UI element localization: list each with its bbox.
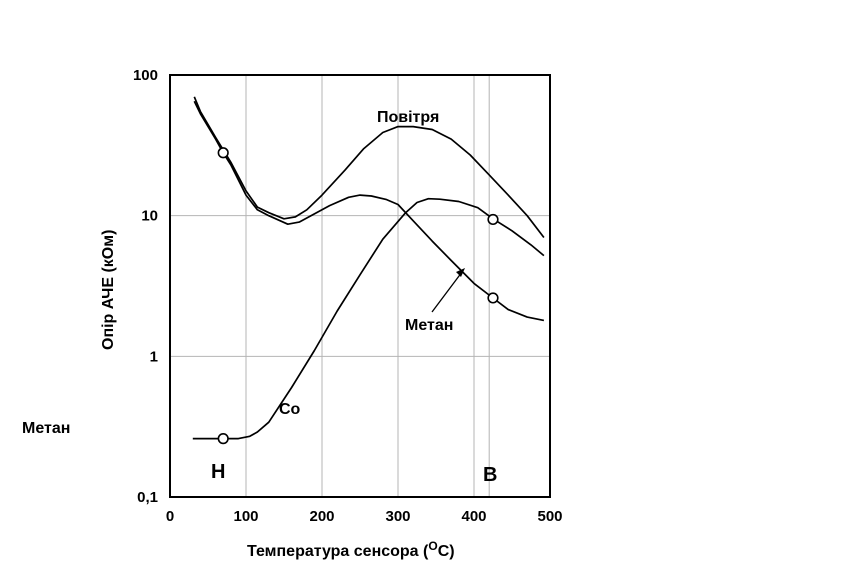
- annotation-co: Co: [279, 401, 301, 418]
- series-line-air: [193, 96, 545, 239]
- data-marker: [217, 433, 229, 445]
- x-tick-label: 400: [461, 508, 486, 525]
- point-label-high: В: [483, 464, 497, 486]
- y-tick-label: 0,1: [137, 489, 158, 506]
- x-axis-title-end: C): [438, 543, 455, 560]
- y-tick-labels: 0,1 1 10 100: [133, 67, 158, 506]
- series-line-co: [192, 197, 545, 440]
- annotation-methane-arrowhead: [456, 268, 465, 277]
- data-marker: [217, 147, 229, 159]
- side-label-methane: Метан: [22, 420, 70, 437]
- annotation-methane: Метан: [405, 317, 453, 334]
- series-line-methane: [193, 100, 545, 322]
- annotation-methane-arrow-line: [431, 271, 463, 313]
- grid: [170, 75, 550, 497]
- plot-frame: [169, 74, 551, 498]
- x-axis-title-main: Температура сенсора (: [247, 543, 429, 560]
- annotation-air: Повітря: [377, 109, 439, 126]
- x-tick-label: 200: [309, 508, 334, 525]
- data-marker: [487, 213, 499, 226]
- x-tick-label: 100: [233, 508, 258, 525]
- x-axis-title-sup: O: [428, 539, 437, 553]
- y-tick-label: 1: [150, 348, 158, 365]
- point-label-low: Н: [211, 461, 225, 483]
- x-tick-label: 500: [537, 508, 562, 525]
- x-tick-label: 0: [166, 508, 174, 525]
- markers: [217, 147, 499, 445]
- data-marker: [487, 292, 499, 304]
- x-axis-title: Температура сенсора (OC): [247, 539, 455, 560]
- y-axis-title: Опір АЧЕ (кОм): [100, 230, 117, 350]
- y-tick-label: 10: [141, 208, 158, 225]
- x-tick-labels: 0 100 200 300 400 500: [166, 508, 563, 525]
- curves: [192, 96, 545, 440]
- x-tick-label: 300: [385, 508, 410, 525]
- y-tick-label: 100: [133, 67, 158, 84]
